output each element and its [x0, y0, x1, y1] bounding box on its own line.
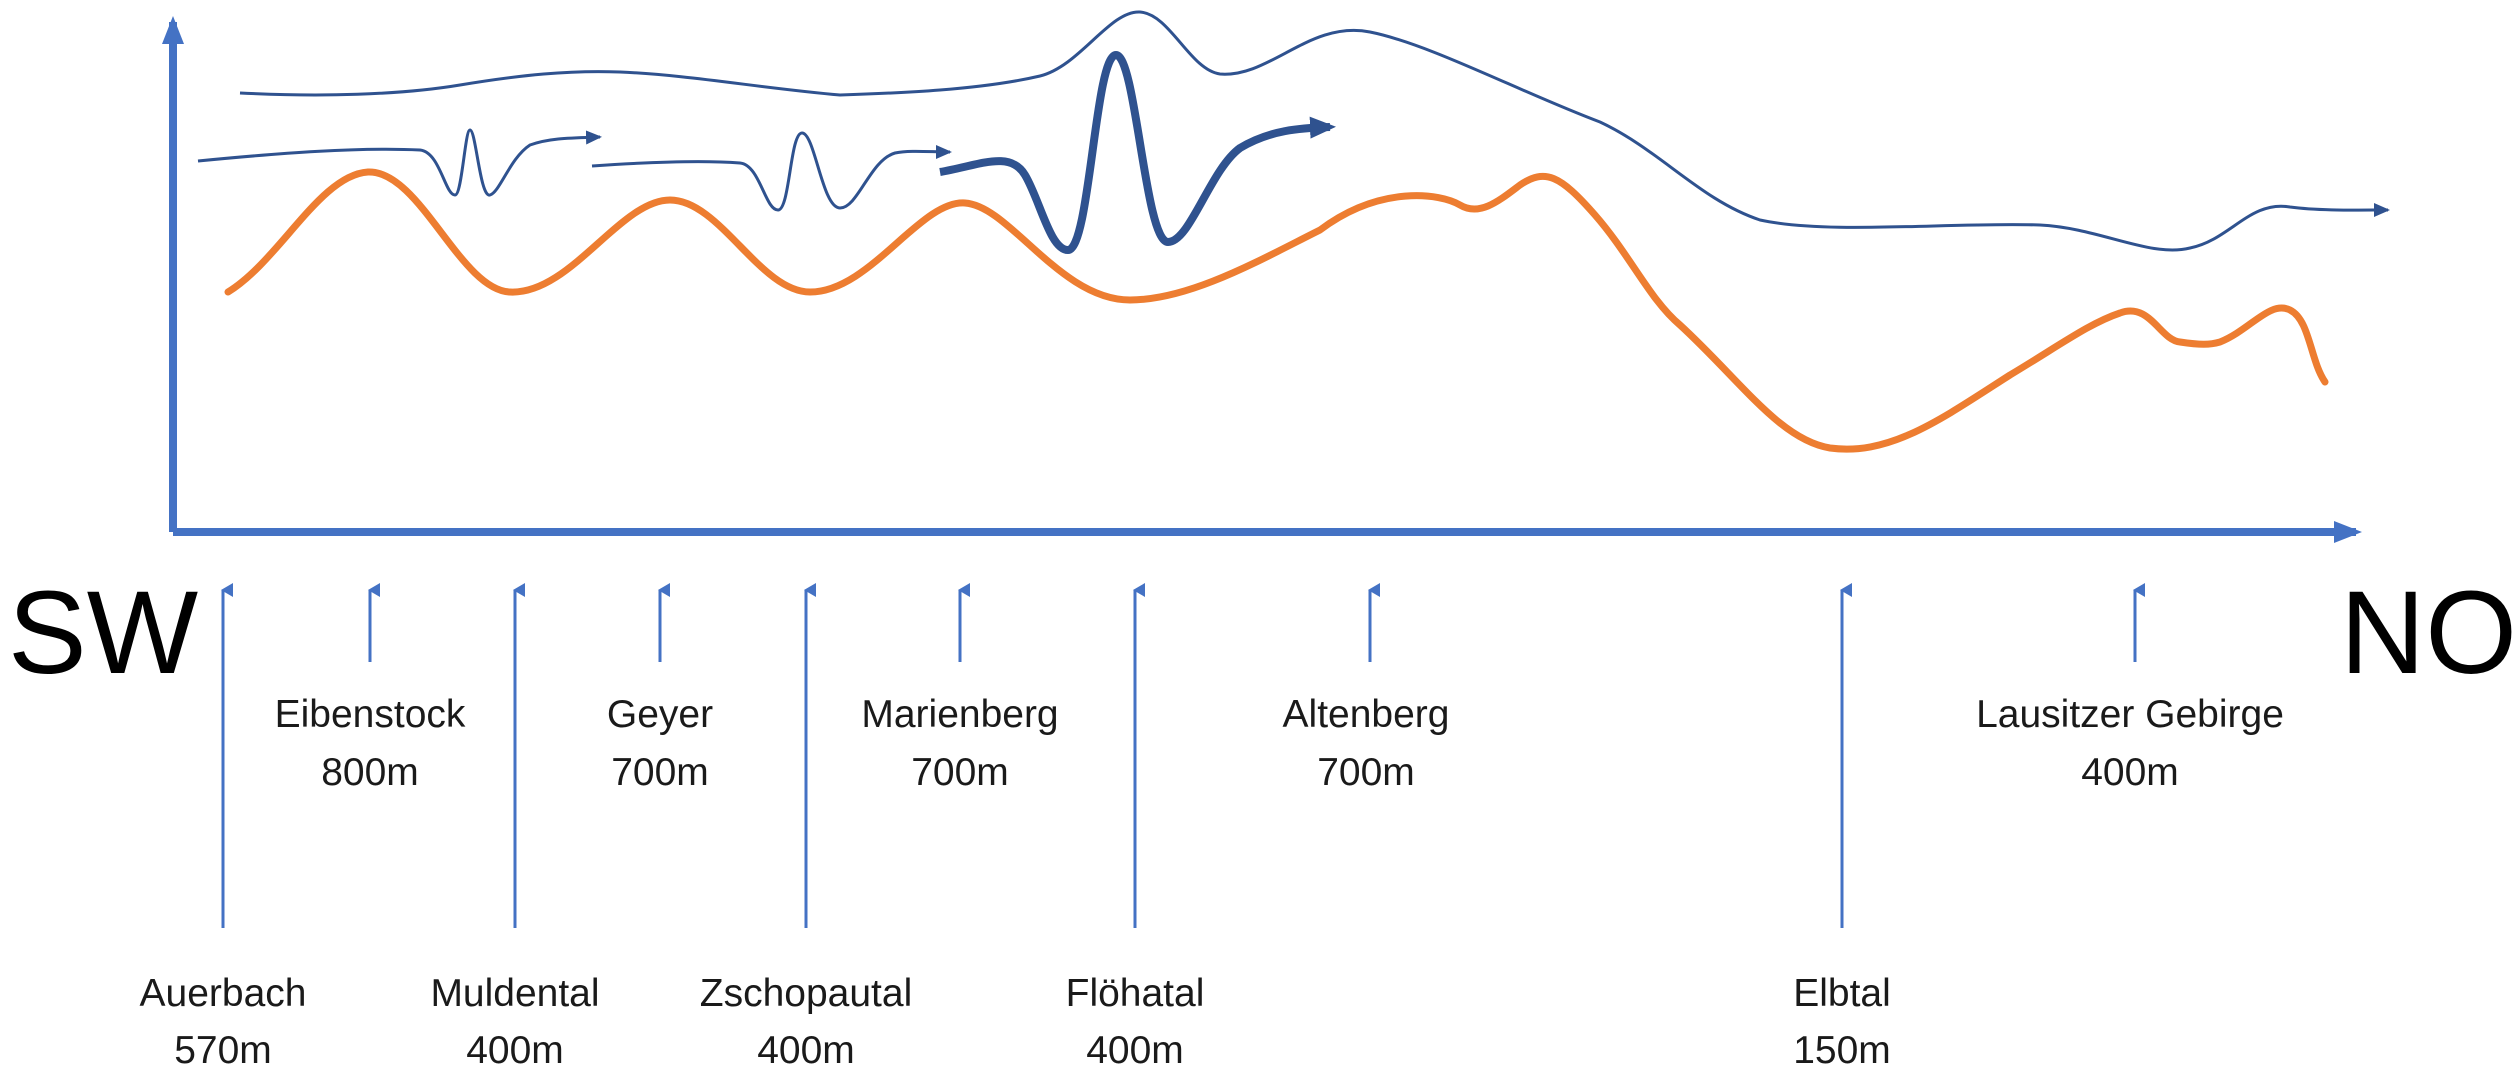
valley-elevation: 400m: [466, 1029, 564, 1068]
upper-airflow-line: [239, 10, 2390, 252]
peak-elevation: 700m: [911, 751, 1009, 794]
wave-segment-2: [591, 131, 952, 212]
valley-elevation: 150m: [1793, 1029, 1891, 1068]
peak-elevation: 800m: [321, 751, 419, 794]
peak-elevation: 700m: [1317, 751, 1415, 794]
valley-name: Flöhatal: [1066, 972, 1205, 1015]
valley-elevation: 400m: [757, 1029, 855, 1068]
peak-name: Lausitzer Gebirge: [1976, 693, 2284, 736]
direction-label-southwest: SW: [8, 567, 198, 699]
peak-elevation: 700m: [611, 751, 709, 794]
valley-name: Zschopautal: [700, 972, 912, 1015]
peak-name: Eibenstock: [275, 693, 466, 736]
terrain-profile-line: [224, 168, 2329, 453]
valley-name: Muldental: [430, 972, 599, 1015]
valley-elevation: 400m: [1086, 1029, 1184, 1068]
valley-name: Elbtal: [1793, 972, 1891, 1015]
peak-elevation: 400m: [2081, 751, 2179, 794]
valley-name: Auerbach: [140, 972, 307, 1015]
valley-elevation: 570m: [174, 1029, 272, 1068]
peak-name: Geyer: [607, 693, 713, 736]
wave-segment-1: [197, 128, 602, 197]
direction-label-northeast: NO: [2340, 567, 2517, 699]
peak-name: Marienberg: [861, 693, 1058, 736]
wave-segment-3-strong: [939, 50, 1336, 255]
peak-name: Altenberg: [1283, 693, 1450, 736]
